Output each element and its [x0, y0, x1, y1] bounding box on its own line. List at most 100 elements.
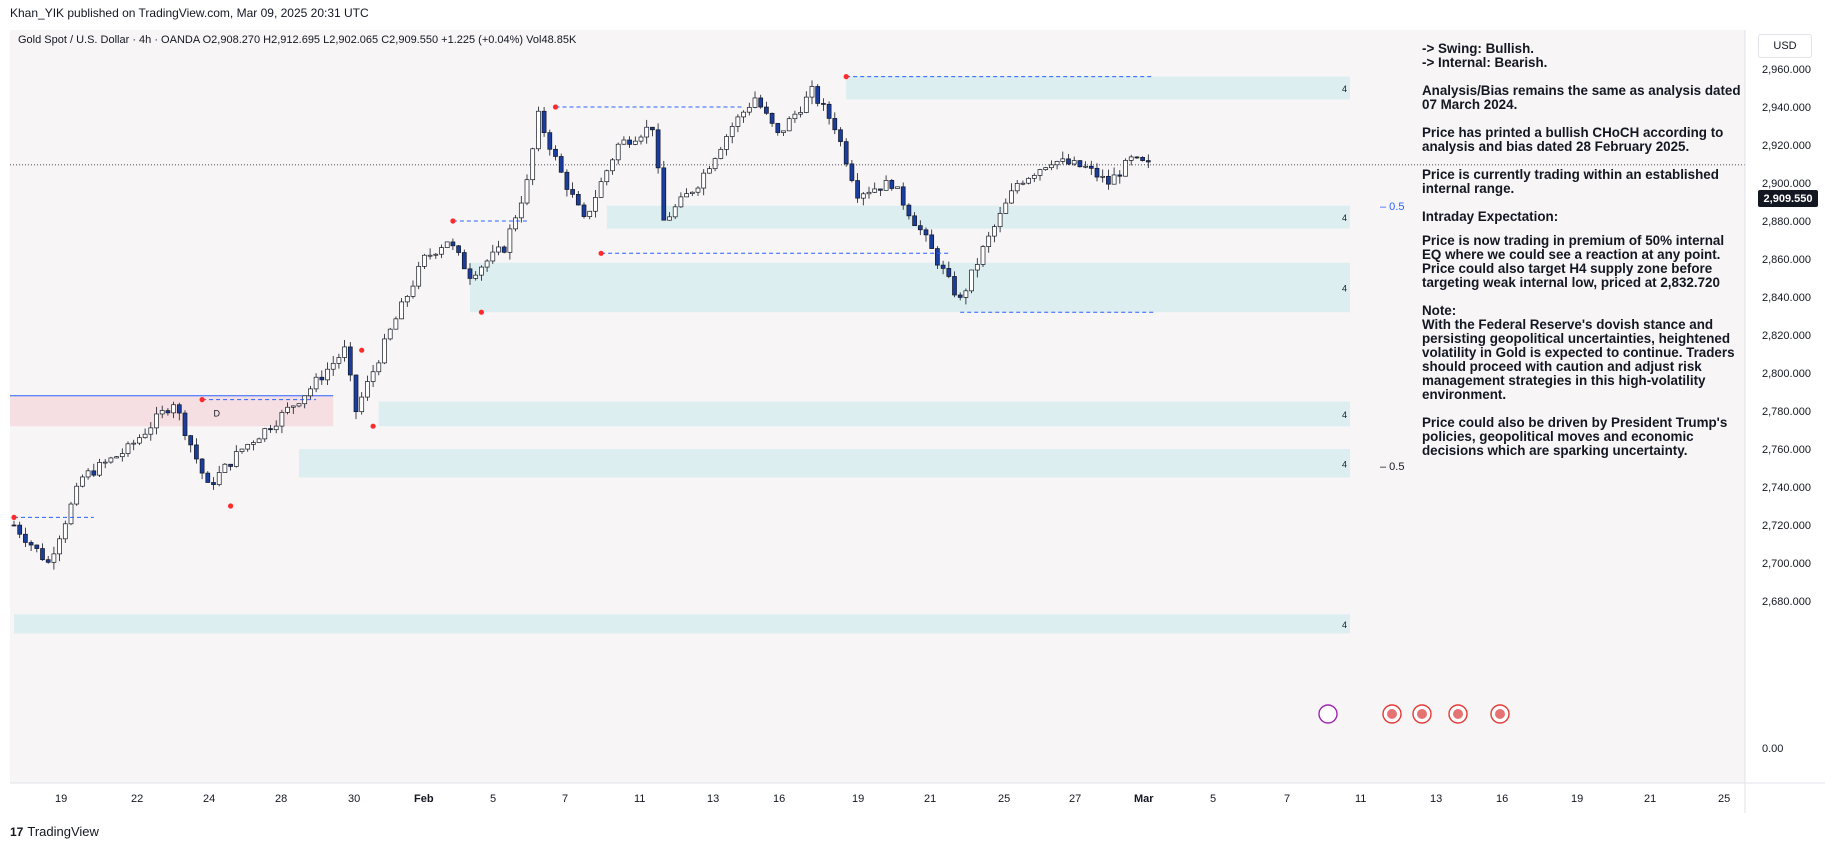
candle-107	[621, 136, 627, 145]
y-tick-label-10: 2,760.000	[1762, 444, 1811, 456]
eq-label-lower: – 0.5	[1380, 461, 1404, 473]
x-tick-label-22: 21	[1644, 793, 1656, 805]
candle-body	[712, 158, 718, 170]
candle-174	[1003, 198, 1009, 214]
candle-body	[724, 136, 729, 150]
candle-body	[644, 126, 650, 138]
candle-body	[581, 204, 587, 217]
x-tick-label-23: 25	[1718, 793, 1730, 805]
candle-body	[803, 96, 809, 113]
candle-body	[946, 268, 952, 277]
y-tick-label-3: 2,900.000	[1762, 178, 1811, 190]
candle-155	[895, 186, 900, 189]
candle-body	[473, 274, 479, 279]
candle-88	[513, 215, 518, 232]
demand-zone-0	[846, 76, 1350, 100]
candle-78	[456, 244, 461, 256]
event-icon-inner-0	[1323, 709, 1333, 719]
candle-body	[171, 404, 176, 414]
candle-64	[376, 360, 382, 376]
candle-103	[598, 177, 604, 198]
candle-67	[393, 316, 399, 330]
event-icon-inner-4	[1495, 709, 1505, 719]
candle-86	[501, 245, 507, 254]
candle-body	[1094, 167, 1100, 178]
candle-body	[11, 524, 17, 527]
candle-body	[97, 462, 102, 476]
candle-193	[1111, 167, 1117, 185]
candle-body	[775, 123, 781, 133]
zone-tf-label-4: 4	[1342, 459, 1347, 469]
candle-body	[986, 235, 992, 247]
tradingview-brand[interactable]: 17 TradingView	[10, 824, 99, 839]
candle-body	[199, 458, 205, 474]
candle-body	[1043, 167, 1049, 170]
candle-body	[1134, 156, 1140, 159]
demand-zone-4	[299, 449, 1350, 478]
candle-body	[393, 318, 399, 330]
candlestick-chart[interactable]: 4 4 4 4 4 4 D 2,960.000 2,940.000 2,920.000 2,900…	[10, 30, 1825, 813]
candle-body	[23, 533, 28, 543]
candle-body	[256, 438, 262, 443]
candle-body	[695, 187, 701, 193]
candle-body	[353, 374, 359, 413]
candle-body	[1145, 160, 1151, 163]
candle-178	[1026, 177, 1031, 185]
candle-69	[404, 294, 410, 307]
note-choch: Price has printed a bullish CHoCH accord…	[1422, 125, 1724, 154]
chart-area[interactable]: 4 4 4 4 4 4 D 2,960.000 2,940.000 2,920.000 2,900…	[10, 30, 1825, 813]
candle-104	[604, 169, 610, 186]
candle-142	[821, 98, 826, 111]
candle-47	[279, 409, 285, 434]
candle-body	[667, 216, 672, 221]
candle-197	[1134, 156, 1140, 159]
candle-63	[370, 365, 376, 388]
candle-body	[969, 269, 974, 292]
candle-150	[866, 186, 872, 199]
candle-body	[513, 217, 518, 230]
candle-body	[251, 442, 256, 445]
candle-60	[353, 374, 359, 420]
candle-body	[1128, 156, 1134, 161]
currency-button[interactable]: USD	[1758, 34, 1812, 58]
candle-body	[80, 476, 85, 487]
note-intraday: Price is now trading in premium of 50% i…	[1422, 233, 1725, 290]
candle-167	[963, 288, 969, 305]
candle-25	[154, 406, 159, 435]
candle-body	[262, 428, 268, 440]
tradingview-logo-icon: 17	[10, 824, 24, 839]
candle-183	[1054, 160, 1060, 170]
candle-195	[1123, 158, 1128, 177]
y-tick-label-14: 2,680.000	[1762, 596, 1811, 608]
candle-body	[764, 106, 769, 114]
candle-99	[575, 191, 581, 206]
candle-body	[650, 126, 655, 131]
candle-body	[296, 403, 302, 407]
candle-166	[957, 292, 963, 301]
publisher-caption: Khan_YIK published on TradingView.com, M…	[10, 6, 369, 20]
candle-body	[849, 163, 855, 181]
x-tick-label-1: 22	[131, 793, 143, 805]
x-tick-label-2: 24	[203, 793, 215, 805]
candle-43	[256, 437, 262, 443]
candle-199	[1145, 154, 1151, 169]
candle-7	[51, 546, 57, 570]
candle-44	[262, 427, 268, 442]
candle-body	[57, 538, 62, 555]
candle-body	[1026, 177, 1031, 184]
candle-body	[484, 260, 490, 268]
candle-29	[176, 402, 182, 421]
eq-label-upper: – 0.5	[1380, 201, 1404, 213]
candle-89	[518, 196, 524, 223]
marks-layer: – 0.5 – 0.5	[11, 74, 1510, 724]
candle-27	[165, 408, 171, 416]
candle-body	[940, 264, 946, 269]
candle-0	[11, 520, 17, 527]
candle-body	[832, 118, 838, 131]
candle-body	[855, 180, 860, 199]
candle-57	[336, 353, 342, 369]
candle-151	[872, 182, 878, 194]
candle-body	[798, 112, 803, 115]
candle-body	[45, 559, 51, 563]
candle-114	[661, 160, 667, 221]
